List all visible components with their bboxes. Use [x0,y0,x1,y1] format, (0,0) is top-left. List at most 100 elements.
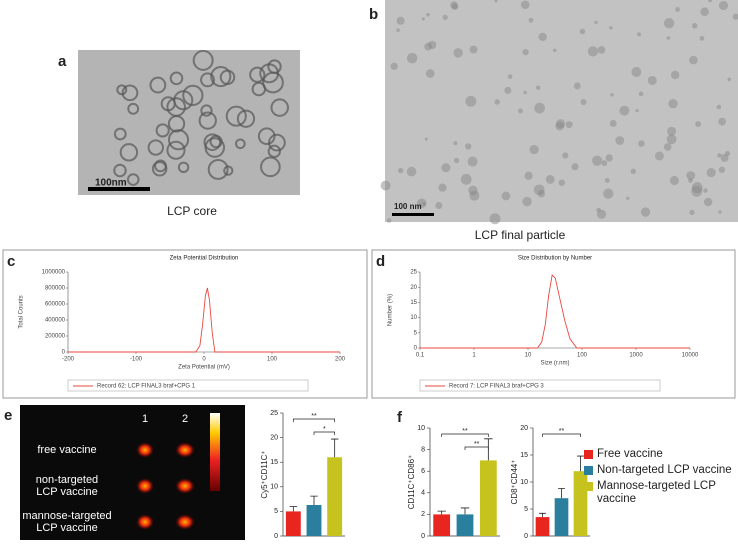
legend-box [419,379,661,392]
y-axis-label: CD8⁺CD44⁺ [510,460,519,505]
particle [522,48,529,56]
particle [421,17,425,21]
particle [603,188,614,199]
particle [169,71,184,86]
particle [604,177,610,183]
row-label: LCP vaccine [36,522,98,534]
y-axis-label: Number (%) [388,294,394,326]
significance-bracket [464,446,489,450]
particle [580,99,587,106]
organ-signal [175,514,195,530]
particle [691,182,703,194]
particle [210,66,232,88]
particle [424,42,433,51]
particle [396,16,405,25]
particle [718,117,726,126]
legend-swatch [584,482,593,491]
y-tick-label: 8 [421,446,425,453]
particle [626,196,630,200]
x-tick-label: 10000 [682,353,699,359]
y-tick-label: 600000 [45,302,66,308]
particle [260,156,281,178]
particle [619,105,630,116]
particle [453,48,463,58]
y-tick-label: 0 [274,533,278,540]
row-label: non-targeted [36,474,98,486]
particle [126,173,140,186]
particle [438,183,447,192]
particle [669,175,679,186]
particle [119,143,139,162]
particle [635,108,639,113]
particle [631,67,642,77]
particle [257,127,276,146]
particle [615,136,625,145]
tem-image [380,0,738,225]
particle [113,163,127,178]
particle [558,179,566,186]
particle [469,45,478,54]
particle [718,166,726,173]
x-tick-label: 10 [525,353,532,359]
particle [147,139,164,156]
y-axis-label: Total Counts [19,295,25,328]
particle [732,13,738,20]
data-line [68,287,340,353]
y-tick-label: 10 [410,315,417,321]
particle [465,95,477,107]
particle [397,167,404,174]
particle [235,138,246,150]
y-tick-label: 1000000 [42,270,66,276]
particle [571,163,579,171]
particle [537,189,546,198]
legend-item: Non-targeted LCP vaccine [584,464,734,477]
y-tick-label: 10 [270,484,278,491]
y-tick-label: 20 [270,434,278,441]
bar [573,471,588,536]
bar [456,514,474,536]
particle [441,163,451,173]
particle [587,46,599,57]
particle [545,174,555,184]
particle [151,161,168,177]
particle [406,166,417,177]
panel-label: c [7,253,15,270]
particle [182,84,204,107]
particle [425,69,435,78]
particle [417,198,427,208]
x-tick-label: 0.1 [416,353,425,359]
panel-label: e [4,407,12,424]
particle [647,75,657,85]
scale-bar [392,213,434,216]
particle [209,134,223,149]
particle [167,129,190,151]
particle [691,23,698,29]
y-tick-label: 0 [421,533,425,540]
bar [554,498,569,536]
particle [579,28,586,35]
x-tick-label: 0 [202,357,206,363]
particle [192,49,214,71]
caption: LCP core [167,204,217,218]
particle [703,188,708,193]
particle [198,111,217,130]
particle [200,104,213,117]
y-tick-label: 15 [520,452,528,459]
y-tick-label: 5 [274,508,278,515]
x-tick-label: 100 [267,357,278,363]
panel-frame [2,249,368,399]
particle [200,72,215,88]
legend-swatch [584,466,593,475]
error-bar [437,510,446,515]
particle [380,180,391,191]
particle [535,85,541,90]
particle [553,48,557,53]
particle [555,121,565,131]
particle [529,144,539,155]
particle [601,160,608,166]
particle [203,133,222,151]
particle [166,140,186,160]
bar [479,460,497,536]
legend-label: Record 62: LCP FINAL3 braf+CPG 1 [97,384,196,390]
particle [149,76,167,94]
